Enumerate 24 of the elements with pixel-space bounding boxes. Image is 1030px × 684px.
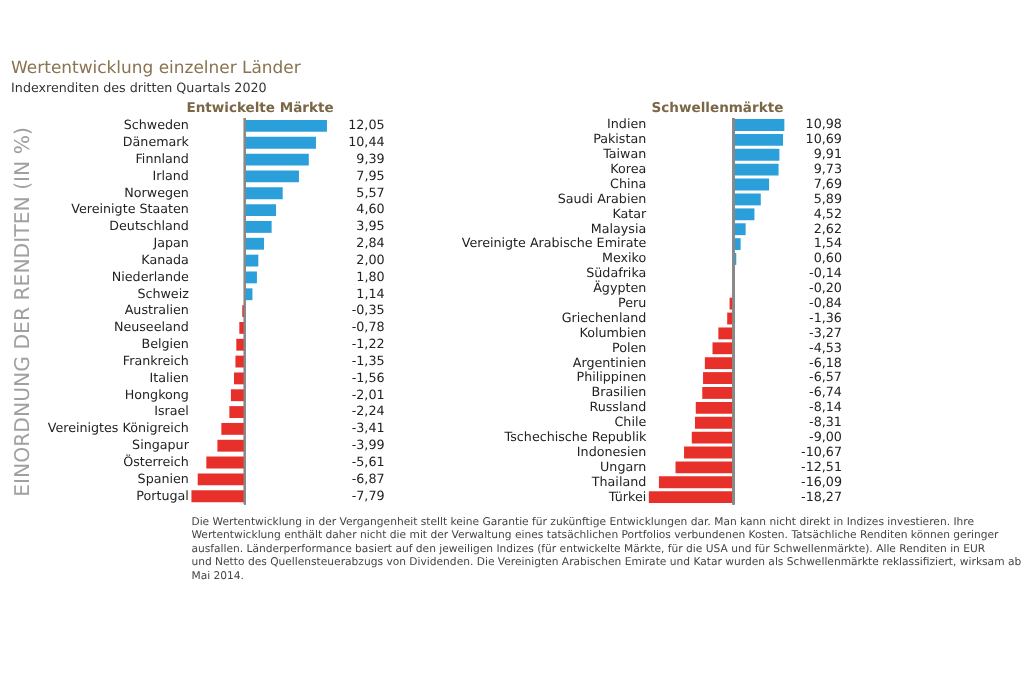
bar (197, 473, 245, 486)
bar (236, 338, 245, 351)
bar (230, 389, 245, 402)
bar (217, 439, 245, 452)
bar (244, 187, 283, 200)
bar (244, 204, 277, 217)
bar (244, 136, 316, 149)
bar (206, 456, 245, 469)
bar (244, 254, 259, 267)
bar (244, 153, 309, 166)
chart-title: Wertentwicklung einzelner Länder (11, 57, 302, 78)
bar (191, 490, 245, 503)
y-axis-title: EINORDNUNG DER RENDITEN (IN %) (12, 127, 35, 497)
bar (233, 372, 245, 385)
bar (235, 355, 245, 368)
bar (244, 220, 272, 233)
bar (244, 271, 257, 284)
bar (244, 170, 299, 183)
bar (244, 120, 327, 132)
bar (239, 321, 245, 334)
bar (244, 288, 253, 301)
bar (229, 406, 245, 418)
bar (221, 422, 245, 435)
bar (244, 237, 265, 250)
